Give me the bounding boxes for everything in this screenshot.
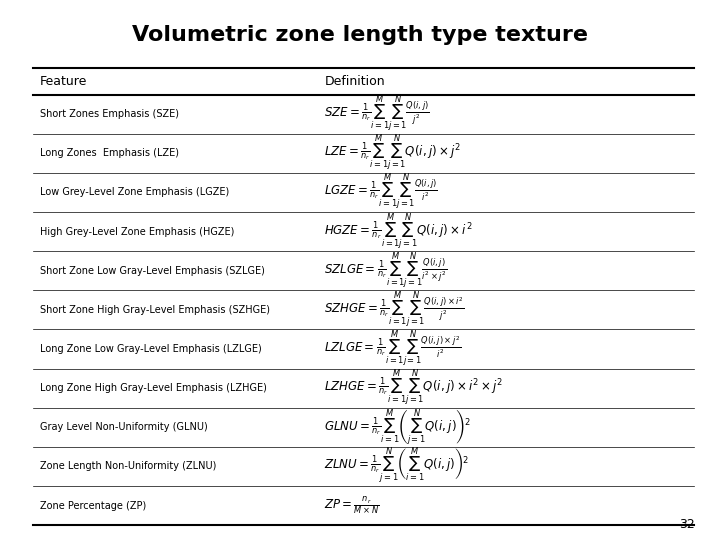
Text: Long Zone Low Gray-Level Emphasis (LZLGE): Long Zone Low Gray-Level Emphasis (LZLGE… bbox=[40, 344, 261, 354]
Text: Definition: Definition bbox=[325, 75, 385, 88]
Text: $ZP = \frac{n_r}{M \times N}$: $ZP = \frac{n_r}{M \times N}$ bbox=[325, 495, 379, 516]
Text: $SZLGE = \frac{1}{n_r} \sum_{i=1}^{M} \sum_{j=1}^{N} \frac{Q(i,j)}{i^2 \times j^: $SZLGE = \frac{1}{n_r} \sum_{i=1}^{M} \s… bbox=[325, 251, 448, 291]
Text: Short Zone Low Gray-Level Emphasis (SZLGE): Short Zone Low Gray-Level Emphasis (SZLG… bbox=[40, 266, 265, 276]
Text: Zone Percentage (ZP): Zone Percentage (ZP) bbox=[40, 501, 146, 511]
Text: Low Grey-Level Zone Emphasis (LGZE): Low Grey-Level Zone Emphasis (LGZE) bbox=[40, 187, 229, 198]
Text: 32: 32 bbox=[679, 517, 695, 530]
Text: $ZLNU = \frac{1}{n_r} \sum_{j=1}^{N} \left( \sum_{i=1}^{M} Q(i,j) \right)^2$: $ZLNU = \frac{1}{n_r} \sum_{j=1}^{N} \le… bbox=[325, 447, 469, 487]
Text: $SZE = \frac{1}{n_r} \sum_{i=1}^{M} \sum_{j=1}^{N} \frac{Q(i,j)}{j^2}$: $SZE = \frac{1}{n_r} \sum_{i=1}^{M} \sum… bbox=[325, 94, 430, 134]
Text: $GLNU = \frac{1}{n_r} \sum_{i=1}^{M} \left( \sum_{j=1}^{N} Q(i,j) \right)^2$: $GLNU = \frac{1}{n_r} \sum_{i=1}^{M} \le… bbox=[325, 407, 472, 447]
Text: $LGZE = \frac{1}{n_r} \sum_{i=1}^{M} \sum_{j=1}^{N} \frac{Q(i,j)}{i^2}$: $LGZE = \frac{1}{n_r} \sum_{i=1}^{M} \su… bbox=[325, 172, 438, 212]
Text: Long Zones  Emphasis (LZE): Long Zones Emphasis (LZE) bbox=[40, 148, 179, 158]
Text: Gray Level Non-Uniformity (GLNU): Gray Level Non-Uniformity (GLNU) bbox=[40, 422, 207, 433]
Text: Long Zone High Gray-Level Emphasis (LZHGE): Long Zone High Gray-Level Emphasis (LZHG… bbox=[40, 383, 266, 393]
Text: Short Zone High Gray-Level Emphasis (SZHGE): Short Zone High Gray-Level Emphasis (SZH… bbox=[40, 305, 270, 315]
Text: Zone Length Non-Uniformity (ZLNU): Zone Length Non-Uniformity (ZLNU) bbox=[40, 462, 216, 471]
Text: Feature: Feature bbox=[40, 75, 87, 88]
Text: High Grey-Level Zone Emphasis (HGZE): High Grey-Level Zone Emphasis (HGZE) bbox=[40, 227, 234, 237]
Text: Short Zones Emphasis (SZE): Short Zones Emphasis (SZE) bbox=[40, 109, 179, 119]
Text: Volumetric zone length type texture: Volumetric zone length type texture bbox=[132, 25, 588, 45]
Text: $LZLGE = \frac{1}{n_r} \sum_{i=1}^{M} \sum_{j=1}^{N} \frac{Q(i,j) \times j^2}{i^: $LZLGE = \frac{1}{n_r} \sum_{i=1}^{M} \s… bbox=[325, 329, 462, 369]
Text: $LZHGE = \frac{1}{n_r} \sum_{i=1}^{M} \sum_{j=1}^{N} Q(i,j) \times i^2 \times j^: $LZHGE = \frac{1}{n_r} \sum_{i=1}^{M} \s… bbox=[325, 368, 504, 408]
Text: $LZE = \frac{1}{n_r} \sum_{i=1}^{M} \sum_{j=1}^{N} Q(i,j) \times j^2$: $LZE = \frac{1}{n_r} \sum_{i=1}^{M} \sum… bbox=[325, 133, 462, 173]
Text: $SZHGE = \frac{1}{n_r} \sum_{i=1}^{M} \sum_{j=1}^{N} \frac{Q(i,j) \times i^2}{j^: $SZHGE = \frac{1}{n_r} \sum_{i=1}^{M} \s… bbox=[325, 290, 465, 330]
Text: $HGZE = \frac{1}{n_r} \sum_{i=1}^{M} \sum_{j=1}^{N} Q(i,j) \times i^2$: $HGZE = \frac{1}{n_r} \sum_{i=1}^{M} \su… bbox=[325, 212, 473, 252]
